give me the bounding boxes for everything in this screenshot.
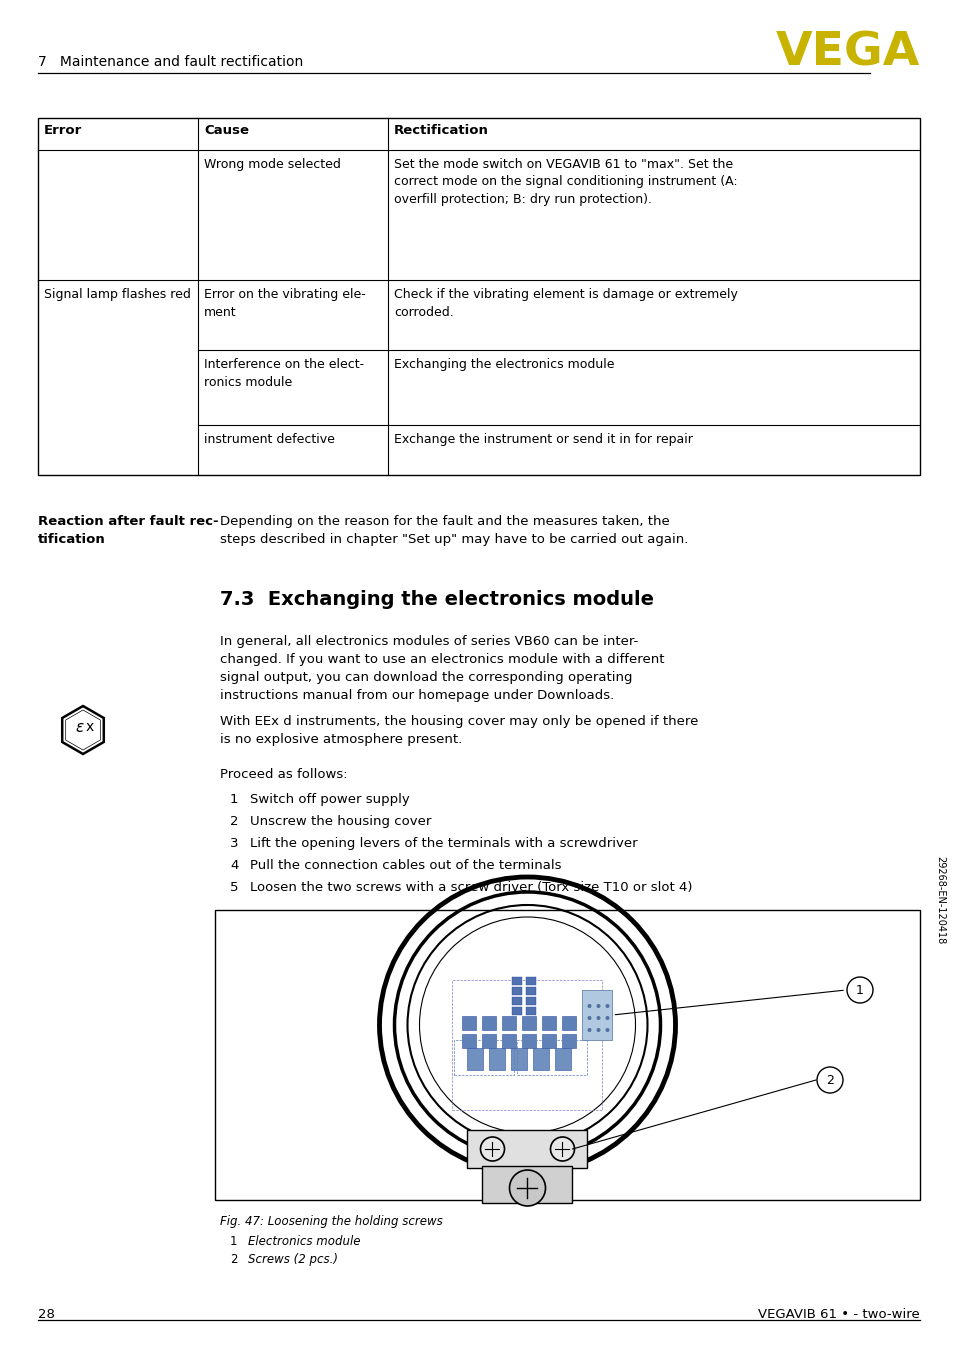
- Bar: [512, 987, 522, 995]
- Bar: [517, 1040, 587, 1075]
- Bar: [502, 1034, 516, 1048]
- Circle shape: [480, 1137, 504, 1160]
- Text: Interference on the elect-
ronics module: Interference on the elect- ronics module: [204, 357, 364, 389]
- Text: instrument defective: instrument defective: [204, 433, 335, 445]
- Bar: [511, 1048, 527, 1070]
- Circle shape: [509, 1170, 545, 1206]
- Text: 29268-EN-120418: 29268-EN-120418: [934, 856, 944, 944]
- Text: 28: 28: [38, 1308, 55, 1322]
- Text: 2: 2: [230, 1252, 237, 1266]
- Bar: [542, 1016, 556, 1030]
- Bar: [526, 987, 536, 995]
- Text: Set the mode switch on VEGAVIB 61 to "max". Set the
correct mode on the signal c: Set the mode switch on VEGAVIB 61 to "ma…: [394, 158, 737, 206]
- Text: Exchanging the electronics module: Exchanging the electronics module: [394, 357, 614, 371]
- Bar: [512, 978, 522, 984]
- Bar: [522, 1034, 536, 1048]
- Circle shape: [846, 978, 872, 1003]
- Text: Proceed as follows:: Proceed as follows:: [220, 768, 347, 781]
- Text: 2: 2: [230, 815, 238, 829]
- Bar: [462, 1034, 476, 1048]
- Circle shape: [587, 1016, 591, 1020]
- Bar: [214, 910, 919, 1200]
- Text: Wrong mode selected: Wrong mode selected: [204, 158, 340, 171]
- Bar: [502, 1016, 516, 1030]
- Circle shape: [605, 1005, 609, 1007]
- Text: x: x: [86, 720, 94, 734]
- Bar: [512, 1007, 522, 1016]
- Text: 5: 5: [230, 881, 238, 894]
- Circle shape: [816, 1067, 842, 1093]
- Text: Signal lamp flashes red: Signal lamp flashes red: [44, 288, 191, 301]
- Text: VEGA: VEGA: [775, 30, 919, 74]
- Circle shape: [596, 1005, 599, 1007]
- Bar: [482, 1166, 572, 1202]
- Circle shape: [587, 1028, 591, 1032]
- Bar: [482, 1016, 496, 1030]
- Text: 1: 1: [230, 1235, 237, 1248]
- Text: Cause: Cause: [204, 125, 249, 137]
- Text: Exchange the instrument or send it in for repair: Exchange the instrument or send it in fo…: [394, 433, 692, 445]
- Bar: [38, 118, 919, 475]
- Bar: [454, 1040, 514, 1075]
- Text: Screws (2 pcs.): Screws (2 pcs.): [248, 1252, 337, 1266]
- Text: Switch off power supply: Switch off power supply: [250, 793, 410, 806]
- Circle shape: [550, 1137, 574, 1160]
- Bar: [467, 1048, 483, 1070]
- Circle shape: [587, 1005, 591, 1007]
- Circle shape: [605, 1016, 609, 1020]
- Text: Pull the connection cables out of the terminals: Pull the connection cables out of the te…: [250, 858, 561, 872]
- Bar: [489, 1048, 505, 1070]
- Bar: [452, 980, 602, 1110]
- Text: Electronics module: Electronics module: [248, 1235, 360, 1248]
- Text: Loosen the two screws with a screw driver (Torx size T10 or slot 4): Loosen the two screws with a screw drive…: [250, 881, 692, 894]
- Bar: [526, 978, 536, 984]
- Text: Unscrew the housing cover: Unscrew the housing cover: [250, 815, 431, 829]
- Text: 7.3  Exchanging the electronics module: 7.3 Exchanging the electronics module: [220, 590, 654, 609]
- Text: 1: 1: [230, 793, 238, 806]
- Circle shape: [605, 1028, 609, 1032]
- Text: Error on the vibrating ele-
ment: Error on the vibrating ele- ment: [204, 288, 365, 318]
- Circle shape: [596, 1028, 599, 1032]
- Bar: [526, 997, 536, 1005]
- Bar: [562, 1016, 576, 1030]
- Bar: [562, 1034, 576, 1048]
- Circle shape: [422, 919, 632, 1131]
- Text: 2: 2: [825, 1074, 833, 1086]
- Text: Rectification: Rectification: [394, 125, 488, 137]
- Bar: [555, 1048, 571, 1070]
- Bar: [482, 1034, 496, 1048]
- Text: 3: 3: [230, 837, 238, 850]
- Text: With EEx d instruments, the housing cover may only be opened if there
is no expl: With EEx d instruments, the housing cove…: [220, 715, 698, 746]
- Bar: [462, 1016, 476, 1030]
- Text: Lift the opening levers of the terminals with a screwdriver: Lift the opening levers of the terminals…: [250, 837, 637, 850]
- Bar: [522, 1016, 536, 1030]
- Text: In general, all electronics modules of series VB60 can be inter-
changed. If you: In general, all electronics modules of s…: [220, 635, 664, 701]
- Bar: [582, 990, 612, 1040]
- Text: Depending on the reason for the fault and the measures taken, the
steps describe: Depending on the reason for the fault an…: [220, 515, 688, 546]
- Bar: [512, 997, 522, 1005]
- Text: $\varepsilon$: $\varepsilon$: [75, 719, 85, 734]
- Bar: [467, 1131, 587, 1169]
- Text: Fig. 47: Loosening the holding screws: Fig. 47: Loosening the holding screws: [220, 1215, 442, 1228]
- Text: VEGAVIB 61 • - two-wire: VEGAVIB 61 • - two-wire: [758, 1308, 919, 1322]
- Text: 7   Maintenance and fault rectification: 7 Maintenance and fault rectification: [38, 56, 303, 69]
- Bar: [533, 1048, 549, 1070]
- Bar: [526, 1007, 536, 1016]
- Text: 1: 1: [855, 983, 863, 997]
- Circle shape: [596, 1016, 599, 1020]
- Text: 4: 4: [230, 858, 238, 872]
- Text: Error: Error: [44, 125, 82, 137]
- Text: Reaction after fault rec-
tification: Reaction after fault rec- tification: [38, 515, 218, 546]
- Text: Check if the vibrating element is damage or extremely
corroded.: Check if the vibrating element is damage…: [394, 288, 737, 318]
- Bar: [542, 1034, 556, 1048]
